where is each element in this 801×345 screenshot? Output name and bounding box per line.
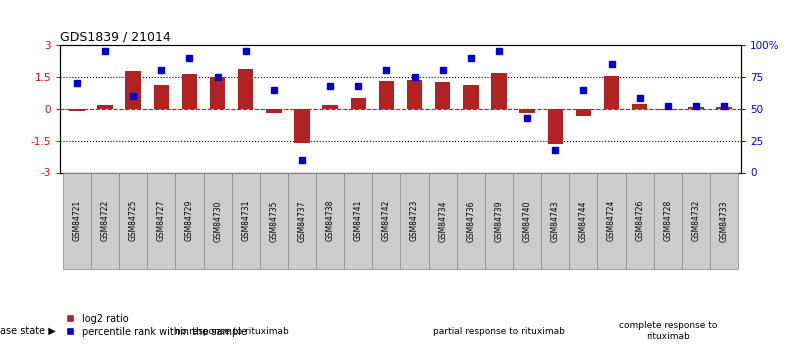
Bar — [344, 172, 372, 269]
Bar — [548, 109, 563, 144]
Bar — [519, 109, 535, 113]
Bar — [238, 69, 253, 109]
Text: GSM84732: GSM84732 — [691, 200, 700, 242]
Text: GSM84744: GSM84744 — [579, 200, 588, 242]
Bar — [660, 109, 675, 110]
Bar — [316, 172, 344, 269]
Bar — [182, 73, 197, 109]
Bar — [98, 106, 113, 109]
Bar — [604, 76, 619, 109]
Text: GSM84727: GSM84727 — [157, 200, 166, 242]
Bar — [351, 98, 366, 109]
Bar — [69, 109, 85, 111]
Text: GSM84725: GSM84725 — [129, 200, 138, 242]
Bar — [323, 106, 338, 109]
Text: GSM84738: GSM84738 — [326, 200, 335, 242]
Bar — [379, 81, 394, 109]
Text: complete response to
rituximab: complete response to rituximab — [618, 322, 717, 341]
Bar — [294, 109, 310, 143]
Text: GSM84721: GSM84721 — [72, 200, 82, 242]
Bar — [407, 80, 422, 109]
Bar — [260, 172, 288, 269]
Text: GSM84733: GSM84733 — [719, 200, 729, 242]
Bar — [710, 172, 738, 269]
Bar — [372, 172, 400, 269]
Bar — [210, 77, 225, 109]
Text: no response to rituximab: no response to rituximab — [175, 327, 288, 336]
Bar — [63, 172, 91, 269]
Text: GSM84723: GSM84723 — [410, 200, 419, 242]
Bar — [463, 85, 478, 109]
Text: GSM84730: GSM84730 — [213, 200, 222, 242]
Bar — [654, 172, 682, 269]
Text: GSM84739: GSM84739 — [494, 200, 504, 242]
Text: GSM84722: GSM84722 — [101, 200, 110, 242]
Bar — [288, 172, 316, 269]
Bar — [435, 82, 450, 109]
Text: GSM84740: GSM84740 — [522, 200, 532, 242]
Text: GSM84737: GSM84737 — [297, 200, 307, 242]
Bar — [626, 172, 654, 269]
Text: GSM84735: GSM84735 — [269, 200, 279, 242]
Bar — [203, 172, 231, 269]
Text: GDS1839 / 21014: GDS1839 / 21014 — [60, 31, 171, 44]
Bar — [682, 172, 710, 269]
Bar — [266, 109, 282, 113]
Bar — [716, 107, 732, 109]
Bar — [400, 172, 429, 269]
Text: GSM84743: GSM84743 — [551, 200, 560, 242]
Bar — [485, 172, 513, 269]
Text: partial response to rituximab: partial response to rituximab — [433, 327, 565, 336]
Text: GSM84742: GSM84742 — [382, 200, 391, 242]
Text: GSM84736: GSM84736 — [466, 200, 475, 242]
Bar — [429, 172, 457, 269]
Text: GSM84729: GSM84729 — [185, 200, 194, 242]
Bar — [598, 172, 626, 269]
Bar — [231, 172, 260, 269]
Text: GSM84728: GSM84728 — [663, 200, 672, 242]
Bar — [175, 172, 203, 269]
Bar — [119, 172, 147, 269]
Bar — [541, 172, 570, 269]
Text: GSM84734: GSM84734 — [438, 200, 447, 242]
Bar — [576, 109, 591, 116]
Bar — [147, 172, 175, 269]
Bar — [154, 85, 169, 109]
Bar — [570, 172, 598, 269]
Bar — [513, 172, 541, 269]
Bar — [457, 172, 485, 269]
Bar — [91, 172, 119, 269]
Bar — [126, 71, 141, 109]
Legend: log2 ratio, percentile rank within the sample: log2 ratio, percentile rank within the s… — [65, 314, 248, 337]
Bar — [632, 105, 647, 109]
Text: GSM84731: GSM84731 — [241, 200, 250, 242]
Text: GSM84726: GSM84726 — [635, 200, 644, 242]
Bar — [688, 107, 703, 109]
Text: disease state ▶: disease state ▶ — [0, 326, 56, 336]
Text: GSM84724: GSM84724 — [607, 200, 616, 242]
Bar — [491, 72, 507, 109]
Text: GSM84741: GSM84741 — [354, 200, 363, 242]
